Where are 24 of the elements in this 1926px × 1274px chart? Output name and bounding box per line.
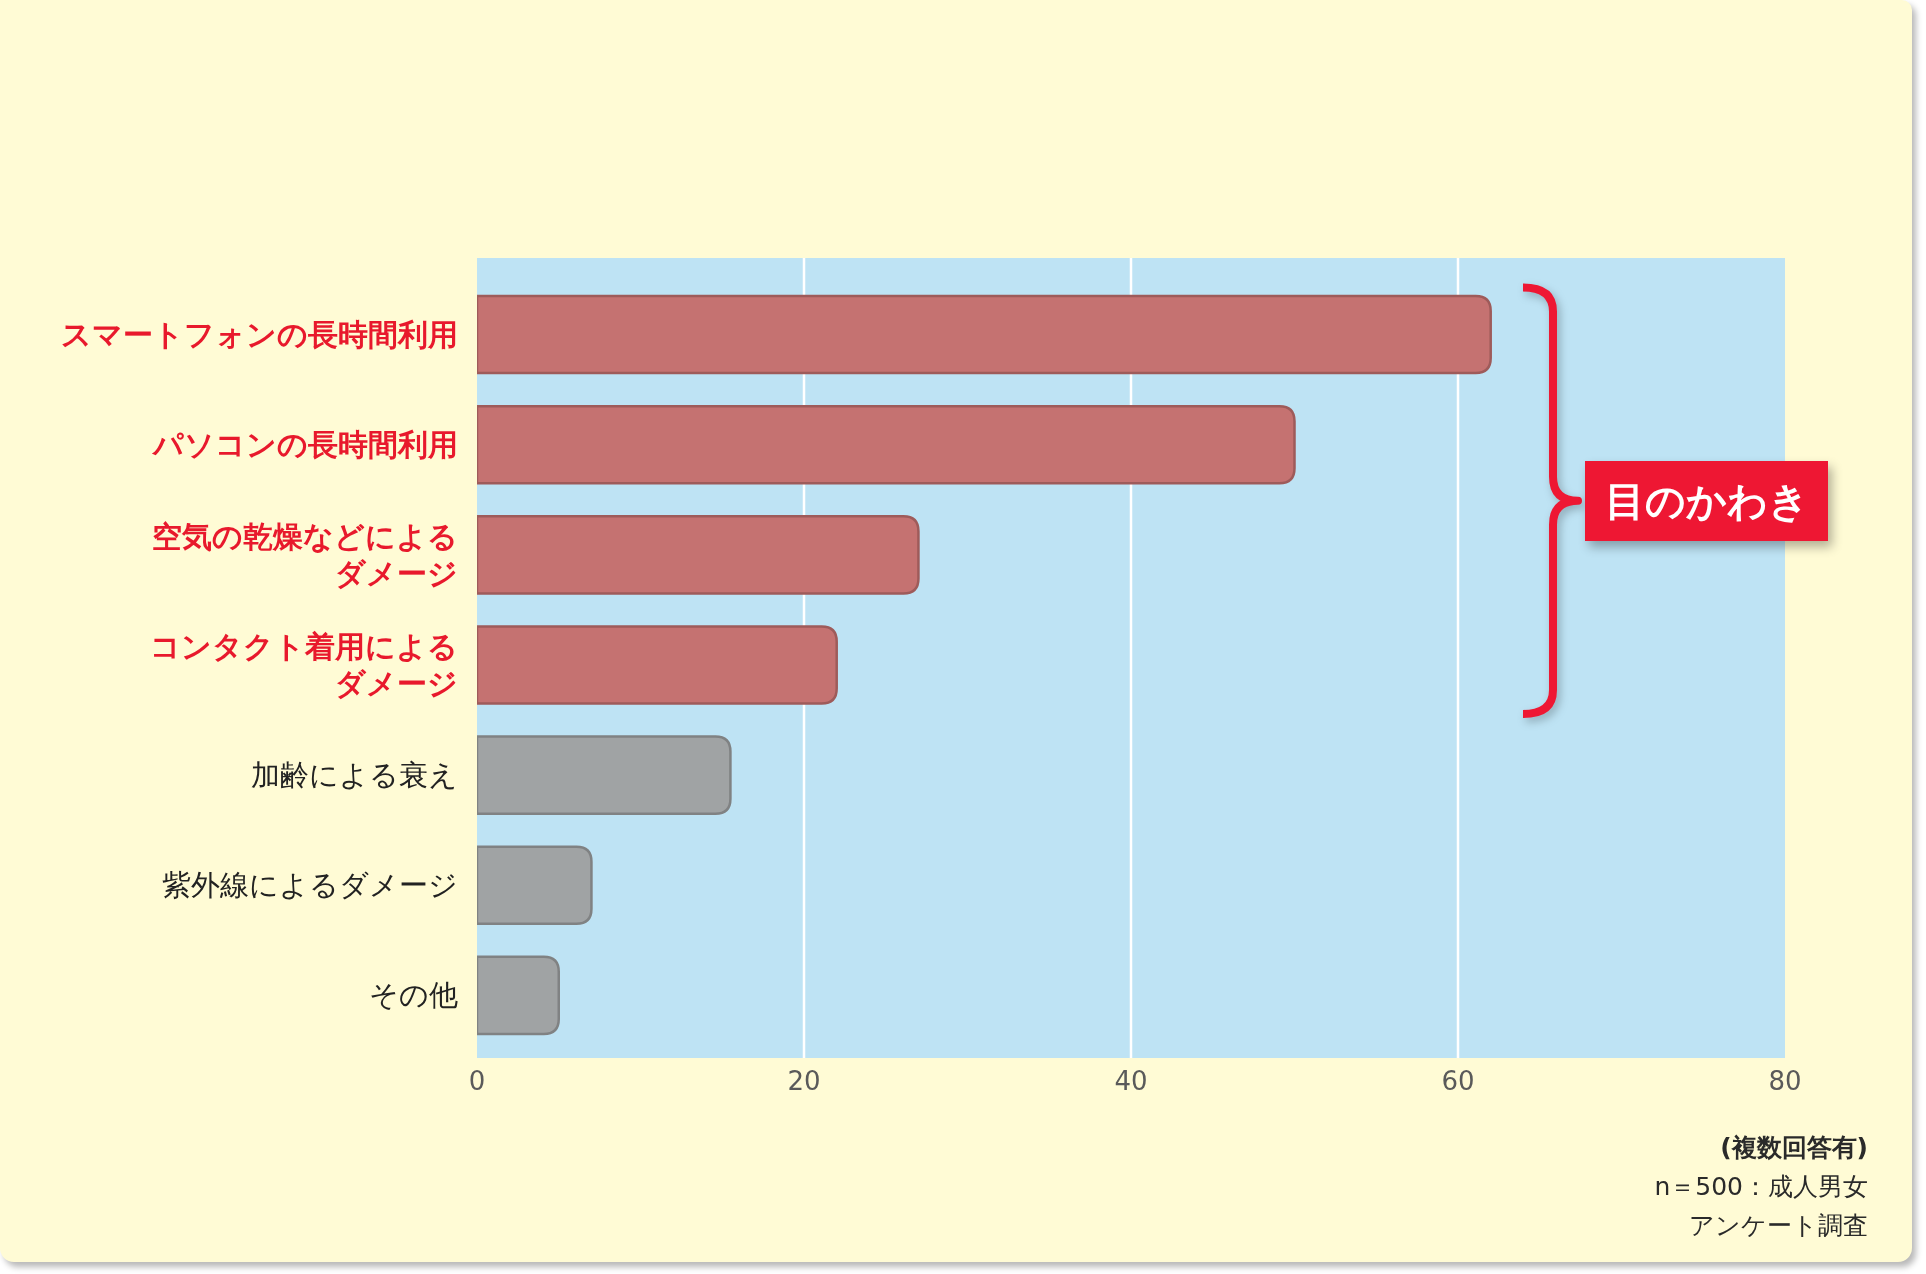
x-tick-label: 60 bbox=[1441, 1066, 1475, 1097]
y-tick-label: 紫外線によるダメージ bbox=[162, 867, 458, 902]
bar bbox=[477, 515, 920, 595]
bar bbox=[477, 404, 1296, 485]
bar bbox=[477, 845, 593, 926]
y-tick-label: その他 bbox=[369, 977, 458, 1012]
bar bbox=[477, 735, 732, 815]
y-tick-label: 加齢による衰え bbox=[251, 757, 458, 792]
y-tick-label: コンタクト着用によるダメージ bbox=[150, 628, 458, 701]
bar bbox=[477, 294, 1492, 375]
x-tick-label: 20 bbox=[787, 1066, 821, 1097]
label-box: 目のかわき bbox=[1585, 460, 1828, 541]
y-tick-label: パソコンの長時間利用 bbox=[151, 426, 458, 462]
y-tick-label: 空気の乾燥などによるダメージ bbox=[152, 518, 458, 591]
x-tick-label: 80 bbox=[1768, 1066, 1802, 1097]
text: n＝500：成人男女 bbox=[1654, 1172, 1868, 1201]
x-tick-label: 0 bbox=[468, 1066, 486, 1097]
text: (複数回答有) bbox=[1720, 1133, 1868, 1162]
text: アンケート調査 bbox=[1689, 1211, 1868, 1240]
bar bbox=[477, 955, 560, 1036]
annotation: 目のかわき bbox=[1604, 477, 1809, 524]
y-tick-label: スマートフォンの長時間利用 bbox=[61, 316, 458, 352]
x-tick-label: 40 bbox=[1114, 1066, 1148, 1097]
bar bbox=[477, 625, 838, 705]
